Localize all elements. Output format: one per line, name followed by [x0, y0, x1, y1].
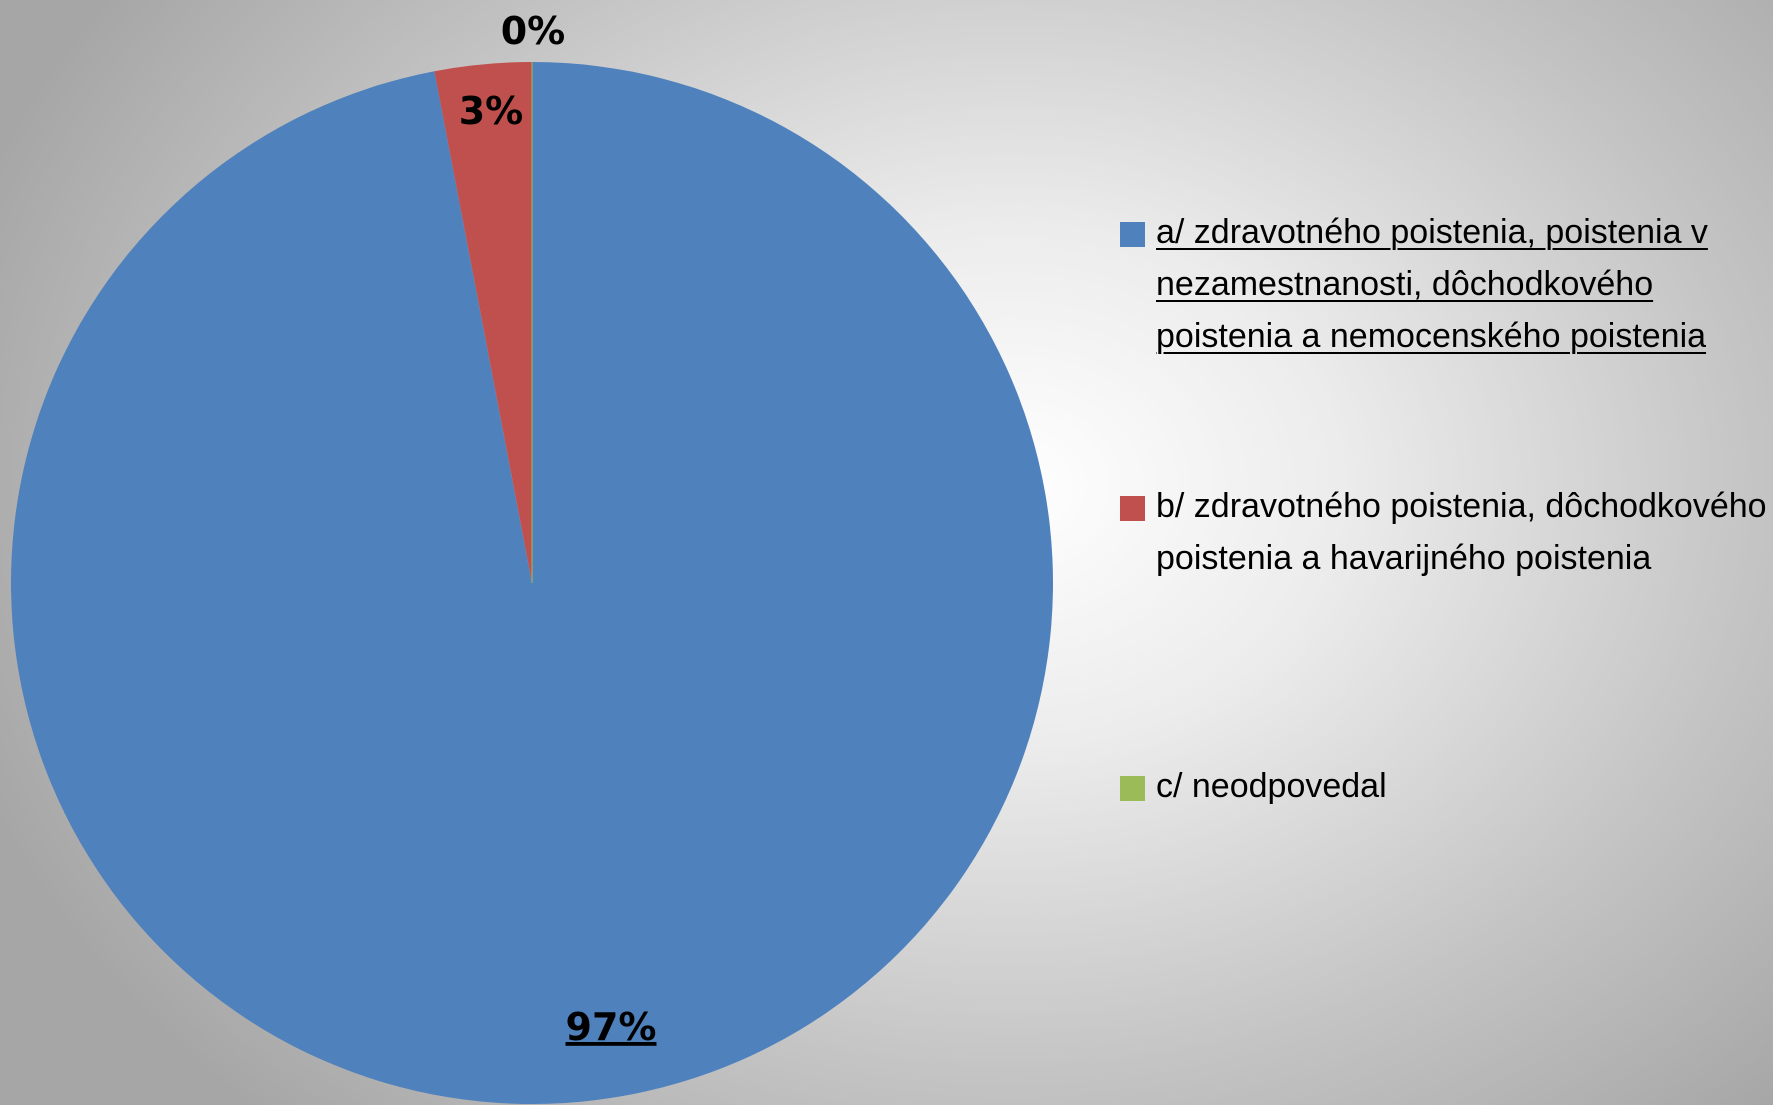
pie-slices — [10, 62, 1053, 1104]
data-label-c: 0% — [501, 9, 566, 53]
legend-label-a: a/ zdravotného poistenia, poistenia v ne… — [1156, 213, 1708, 355]
legend-label-b: b/ zdravotného poistenia, dôchodkového p… — [1156, 487, 1767, 577]
legend-swatch-b — [1120, 496, 1145, 521]
legend-swatch-c — [1120, 776, 1145, 801]
legend-swatch-a — [1120, 222, 1145, 247]
pie-slice-b — [434, 62, 532, 583]
data-label-b: 3% — [459, 89, 524, 133]
legend-label-c: c/ neodpovedal — [1156, 767, 1387, 805]
data-label-a: 97% — [566, 1005, 657, 1049]
